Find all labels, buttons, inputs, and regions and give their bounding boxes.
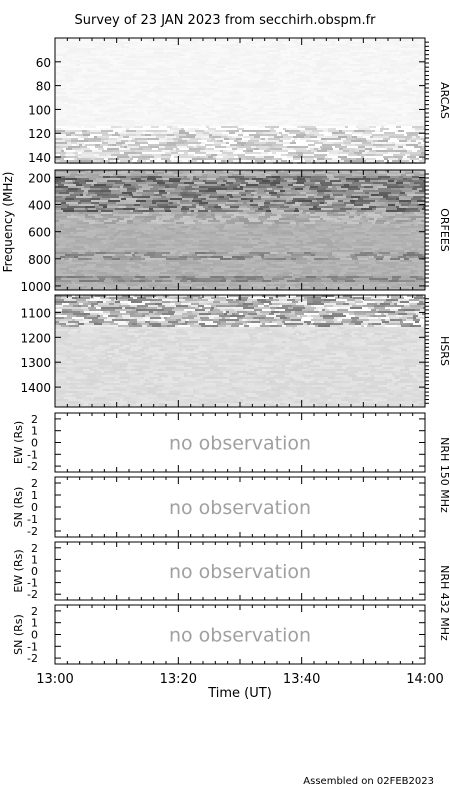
chart-title: Survey of 23 JAN 2023 from secchirh.obsp… (75, 13, 377, 28)
y-tick-label: 1400 (20, 381, 51, 395)
spectrogram-panel-orfees: 200 400 600 800 1000 ORFEES (20, 169, 450, 294)
imaging-y-label: SN (Rs) (12, 487, 25, 528)
no-observation-text: no observation (169, 625, 311, 647)
y-tick-label: 1000 (20, 280, 51, 294)
y-tick-label: 1 (31, 489, 38, 502)
y-tick-label: 800 (28, 253, 51, 267)
imaging-panel-1: 210-1-2EW (Rs) no observation (12, 412, 426, 473)
y-tick-label: -1 (27, 640, 38, 653)
y-tick-label: 1 (31, 617, 38, 630)
y-axis-label: Frequency (MHz) (1, 172, 15, 273)
x-tick-label: 14:00 (406, 672, 443, 687)
instrument-label: HSRS (438, 336, 450, 366)
y-tick-label: 200 (28, 171, 51, 185)
imaging-y-label: EW (Rs) (12, 549, 25, 592)
time-axis: 13:00 13:20 13:40 14:00 Time (UT) (36, 38, 444, 701)
y-tick-label: 80 (36, 80, 51, 94)
footer-note: Assembled on 02FEB2023 (303, 776, 434, 787)
y-tick-label: 1200 (20, 331, 51, 345)
y-tick-label: -1 (27, 513, 38, 526)
y-tick-label: 2 (31, 605, 38, 618)
y-tick-label: 0 (31, 501, 38, 514)
spectrogram-layer: 60 80 100 120 140 ARCAS 200 400 600 800 1000 ORFEES… (1, 37, 450, 408)
y-tick-label: -2 (27, 588, 38, 601)
imaging-y-label: SN (Rs) (12, 614, 25, 655)
x-axis-label: Time (UT) (207, 686, 272, 701)
y-tick-label: -2 (27, 652, 38, 665)
y-tick-label: -1 (27, 577, 38, 590)
imaging-panel-2: 210-1-2SN (Rs) no observation (12, 476, 426, 538)
y-tick-label: 100 (28, 103, 51, 117)
x-tick-label: 13:40 (283, 672, 320, 687)
y-tick-label: 0 (31, 565, 38, 578)
y-tick-label: 1100 (20, 306, 51, 320)
y-tick-label: 0 (31, 437, 38, 450)
y-tick-label: -1 (27, 448, 38, 461)
y-tick-label: 120 (28, 127, 51, 141)
y-tick-label: 400 (28, 199, 51, 213)
y-tick-label: 2 (31, 413, 38, 426)
y-tick-label: 2 (31, 542, 38, 555)
y-tick-label: 600 (28, 226, 51, 240)
y-tick-label: 1 (31, 553, 38, 566)
y-tick-label: 140 (28, 151, 51, 165)
nrh-group-label: NRH 432 MHz (438, 565, 450, 641)
y-tick-label: -2 (27, 525, 38, 538)
imaging-frame (54, 604, 426, 665)
y-tick-label: 60 (36, 56, 51, 70)
x-tick-label: 13:00 (36, 672, 73, 687)
instrument-label: ORFEES (438, 208, 450, 252)
instrument-label: ARCAS (438, 82, 450, 119)
y-tick-label: 2 (31, 477, 38, 490)
y-tick-label: 0 (31, 629, 38, 642)
y-tick-label: 1300 (20, 356, 51, 370)
no-observation-text: no observation (169, 497, 311, 519)
no-observation-text: no observation (169, 433, 311, 455)
y-tick-label: 1 (31, 425, 38, 438)
no-observation-text: no observation (169, 561, 311, 583)
x-tick-label: 13:20 (160, 672, 197, 687)
imaging-panel-4: 210-1-2SN (Rs) no observation (12, 604, 426, 665)
imaging-frame (54, 476, 426, 538)
y-tick-label: -2 (27, 460, 38, 473)
imaging-y-label: EW (Rs) (12, 421, 25, 464)
spectrogram-panel-hsrs: 1100 1200 1300 1400 HSRS (20, 294, 450, 408)
imaging-panel-3: 210-1-2EW (Rs) no observation (12, 541, 426, 601)
spectrogram-panel-arcas: 60 80 100 120 140 ARCAS (28, 37, 450, 165)
nrh-group-label: NRH 150 MHz (438, 437, 450, 513)
